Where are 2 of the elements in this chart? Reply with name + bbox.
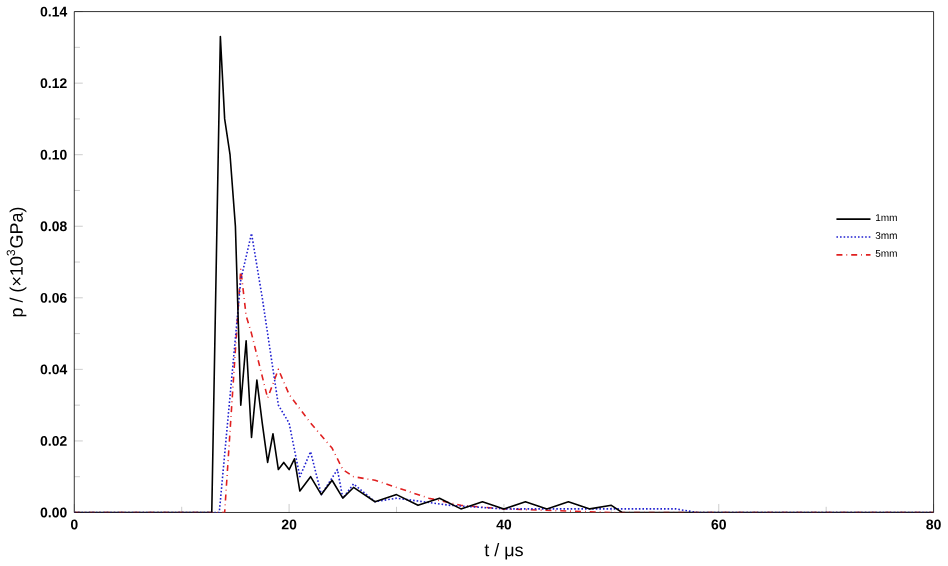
y-axis-title: p / (×10$^{3}$GPa) bbox=[6, 207, 27, 317]
x-axis-title: t / μs bbox=[484, 543, 523, 560]
